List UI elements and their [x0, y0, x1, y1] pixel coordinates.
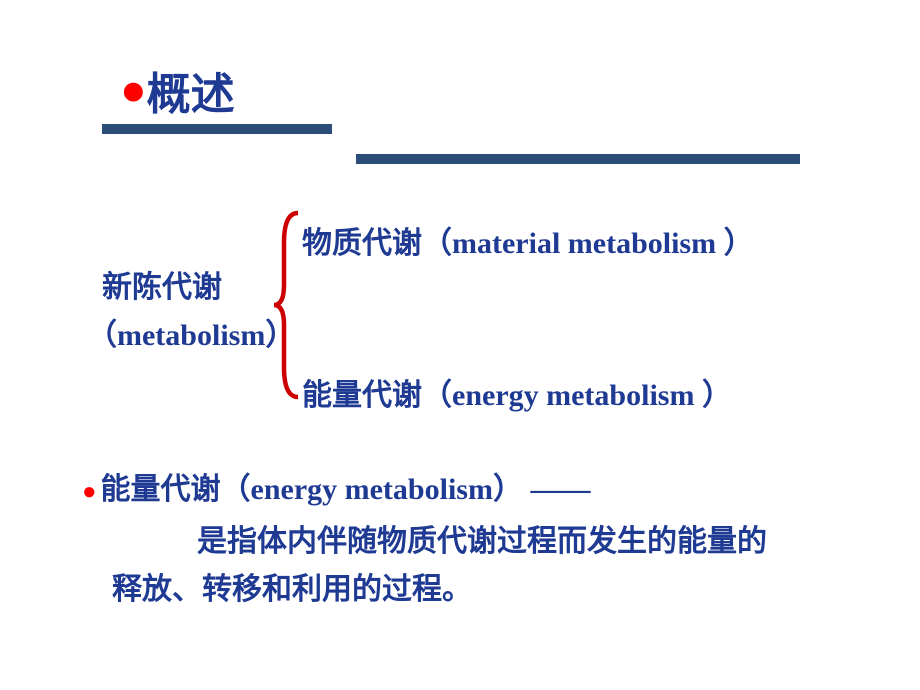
definition-header-text: 能量代谢（energy metabolism） ——	[101, 473, 591, 506]
title-text: 概述	[147, 70, 235, 119]
title-underline-1	[102, 124, 332, 134]
definition-section: ●能量代谢（energy metabolism） —— 是指体内伴随物质代谢过程…	[82, 464, 882, 614]
branch-material-metabolism: 物质代谢（material metabolism ）	[302, 218, 754, 262]
title-bullet-icon: ●	[120, 66, 147, 115]
concept-diagram: 新陈代谢 （metabolism） 物质代谢（material metaboli…	[82, 210, 852, 420]
metabolism-en: （metabolism）	[87, 319, 295, 352]
definition-line2: 释放、转移和利用的过程。	[112, 573, 472, 606]
definition-header: ●能量代谢（energy metabolism） ——	[82, 464, 882, 508]
definition-line1: 是指体内伴随物质代谢过程而发生的能量的	[197, 525, 767, 558]
title-underline-2	[356, 154, 800, 164]
branch-energy-metabolism: 能量代谢（energy metabolism ）	[302, 370, 732, 414]
definition-body: 是指体内伴随物质代谢过程而发生的能量的 释放、转移和利用的过程。	[82, 518, 882, 614]
definition-bullet-icon: ●	[82, 479, 97, 505]
metabolism-root-label: 新陈代谢 （metabolism）	[87, 264, 295, 360]
slide-title: ●概述	[120, 58, 235, 122]
metabolism-cn: 新陈代谢	[102, 271, 222, 304]
